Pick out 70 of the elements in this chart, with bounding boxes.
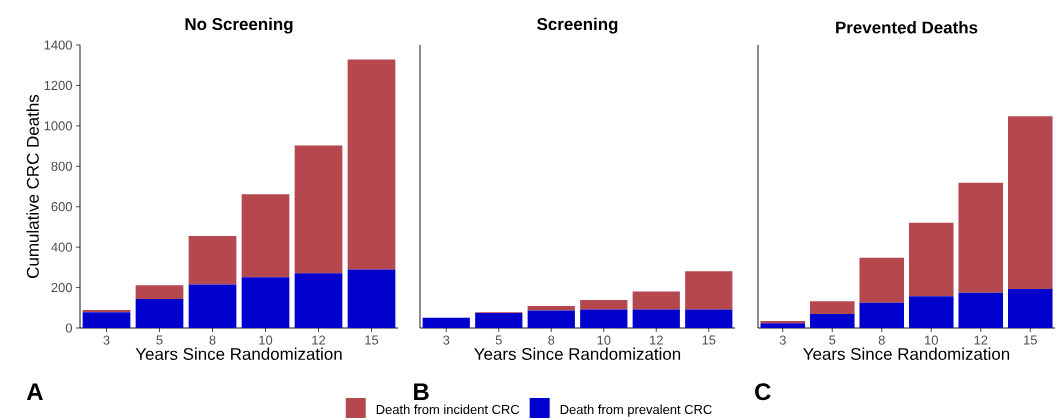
bar — [958, 182, 1004, 293]
bar — [527, 305, 575, 311]
bar — [809, 314, 855, 328]
x-tick-label: 5 — [495, 335, 502, 345]
x-tick-label: 12 — [974, 335, 988, 345]
text: C — [755, 383, 771, 401]
x-tick-label: 15 — [1024, 335, 1037, 345]
x-tick-label: 5 — [156, 335, 163, 345]
bar — [1007, 288, 1053, 328]
x-axis-title: Years Since Randomization — [135, 347, 342, 360]
bar — [422, 317, 470, 328]
bar — [1007, 116, 1053, 289]
x-axis-title: Years Since Randomization — [474, 347, 681, 360]
y-tick-label: 400 — [51, 242, 72, 252]
x-tick-label: 12 — [312, 335, 326, 345]
bar — [908, 222, 954, 297]
bar — [632, 309, 680, 328]
x-tick-label: 3 — [779, 335, 786, 345]
bar — [347, 269, 396, 328]
bar — [632, 291, 680, 310]
bar — [685, 309, 733, 328]
x-tick-label: 10 — [597, 335, 611, 345]
bar — [859, 257, 905, 303]
y-tick-label: 600 — [51, 202, 72, 212]
x-tick-label: 12 — [650, 335, 663, 345]
bar — [135, 285, 184, 299]
x-tick-label: 10 — [925, 335, 938, 345]
text: B — [414, 383, 429, 400]
bar — [527, 310, 575, 328]
chart-title: Prevented Deaths — [836, 21, 978, 34]
bar — [580, 309, 628, 328]
chart-title: Screening — [537, 17, 618, 34]
bar — [294, 145, 343, 274]
bar — [82, 312, 131, 328]
x-tick-label: 3 — [103, 335, 110, 345]
x-tick-label: 8 — [878, 335, 885, 345]
y-tick-label: 1200 — [44, 80, 72, 91]
bar — [241, 277, 290, 328]
bar — [580, 299, 628, 310]
bar — [135, 298, 184, 328]
x-tick-label: 15 — [365, 335, 379, 345]
x-axis-title: Years Since Randomization — [803, 347, 1010, 360]
bar — [859, 302, 905, 328]
bar — [188, 284, 237, 328]
y-tick-label: 200 — [51, 282, 72, 293]
bar — [475, 313, 523, 328]
y-axis-title: Cumulative CRC Deaths — [26, 94, 39, 278]
text: A — [26, 383, 43, 400]
x-tick-label: 5 — [829, 335, 836, 345]
bar — [809, 301, 855, 315]
y-tick-label: 1000 — [44, 121, 72, 131]
x-tick-label: 8 — [548, 335, 555, 345]
bar — [347, 59, 396, 270]
x-tick-label: 10 — [259, 335, 273, 345]
bar — [908, 296, 954, 328]
bar — [294, 273, 343, 328]
y-tick-label: 800 — [51, 161, 72, 171]
bar — [760, 323, 806, 328]
bar — [958, 292, 1004, 328]
chart-title: No Screening — [185, 17, 293, 34]
bar — [685, 271, 733, 310]
bar — [241, 194, 290, 278]
legend-label: Death from incident CRC — [376, 404, 520, 415]
y-tick-label: 0 — [65, 323, 72, 333]
x-tick-label: 15 — [702, 335, 716, 345]
x-tick-label: 8 — [209, 335, 216, 345]
legend-label: Death from prevalent CRC — [560, 404, 712, 417]
bar — [188, 236, 237, 285]
y-tick-label: 1400 — [44, 40, 72, 50]
x-tick-label: 3 — [443, 335, 450, 345]
